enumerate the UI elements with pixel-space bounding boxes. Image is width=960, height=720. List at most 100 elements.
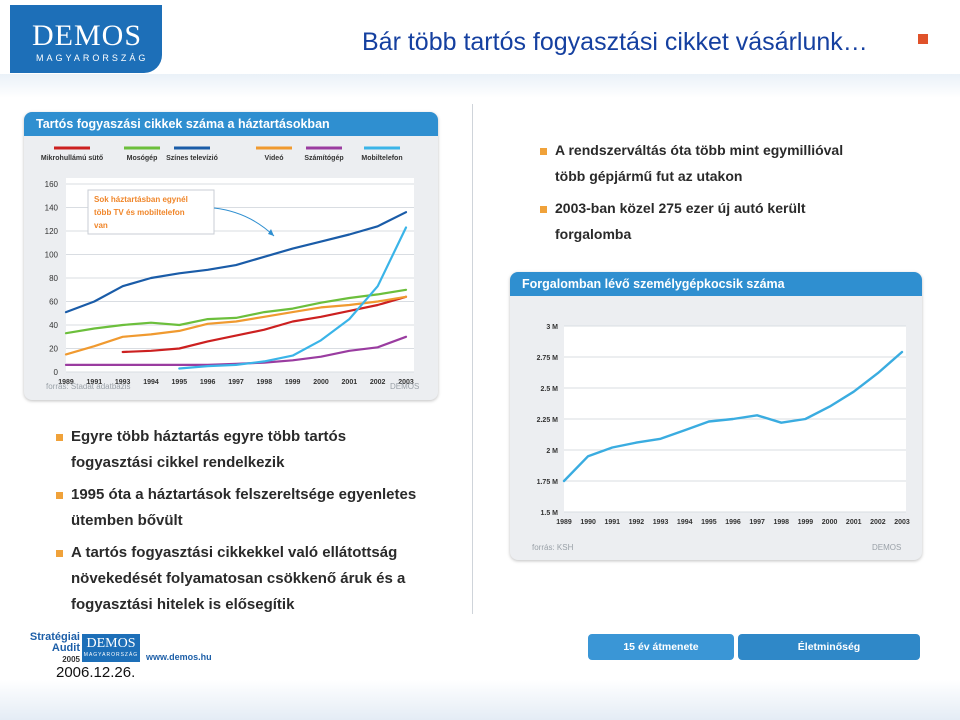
x-tick-label: 2000	[822, 519, 838, 526]
households-line-chart: 0 20 40 60 80 100 120 140 160 1989 1991 1993 1994 199…	[41, 146, 414, 386]
bullet-text: növekedését folyamatosan csökkenő áruk é…	[71, 570, 406, 587]
y-tick-label: 160	[45, 180, 59, 189]
y-tick-label: 2.75 M	[537, 355, 559, 362]
y-tick-label: 120	[45, 227, 59, 236]
cars-chart-panel: Forgalomban lévő személygépkocsik száma …	[510, 272, 922, 560]
bullet-line: Egyre több háztartás egyre több tartós	[56, 424, 456, 450]
bullet-text: 2003-ban közel 275 ezer új autó került	[555, 200, 806, 216]
bullet-square-icon	[56, 433, 63, 441]
bullet-line: fogyasztási cikkel rendelkezik	[56, 450, 456, 476]
annotation-box	[87, 189, 215, 235]
legend-label: Számítógép	[304, 155, 343, 162]
y-tick-label: 60	[49, 298, 58, 307]
y-tick-label: 1.5 M	[540, 510, 558, 517]
annotation-text: van	[94, 221, 108, 230]
x-tick-label: 1997	[749, 519, 765, 526]
bullet-item: A rendszerváltás óta több mint egymillió…	[540, 137, 920, 189]
x-tick-label: 1990	[580, 519, 596, 526]
bullet-item: 1995 óta a háztartások felszereltsége eg…	[56, 482, 456, 534]
annotation-text: Sok háztartásban egynél	[94, 195, 188, 204]
x-tick-label: 2002	[370, 379, 386, 386]
x-tick-label: 1996	[725, 519, 741, 526]
bullet-item: 2003-ban közel 275 ezer új autó került fo…	[540, 195, 920, 247]
footer-logo-main: DEMOS	[86, 636, 136, 651]
nav-button-transition[interactable]: 15 év átmenete	[588, 634, 734, 660]
households-chart-panel: Tartós fogyaszási cikkek száma a háztart…	[24, 112, 438, 400]
bullet-line: 1995 óta a háztartások felszereltsége eg…	[56, 482, 456, 508]
annotation-text: több TV és mobiltelefon	[94, 208, 185, 217]
legend-label: Mikrohullámú sütő	[41, 155, 103, 162]
series-line	[64, 288, 408, 335]
bullet-text: ütemben bővült	[71, 512, 183, 529]
x-tick-label: 1994	[143, 379, 159, 386]
right-brand: DEMOS	[872, 543, 902, 552]
bullet-line: A tartós fogyasztási cikkekkel való ellá…	[56, 540, 456, 566]
cars-line-chart: 1.5 M 1.75 M 2 M 2.25 M 2.5 M 2.75 M 3 M 1989 19…	[537, 324, 910, 526]
bullet-text: több gépjármű fut az utakon	[555, 168, 743, 184]
x-tick-label: 1989	[58, 379, 74, 386]
y-tick-label: 3 M	[546, 324, 558, 331]
bullet-line: A rendszerváltás óta több mint egymillió…	[540, 137, 920, 163]
series-line	[178, 226, 408, 370]
right-source: forrás: KSH	[532, 543, 574, 552]
x-tick-label: 1994	[677, 519, 693, 526]
arrow-head-icon	[268, 229, 274, 236]
bullet-text: fogyasztási cikkel rendelkezik	[71, 454, 285, 471]
bullet-item: A tartós fogyasztási cikkekkel való ellá…	[56, 540, 456, 618]
x-tick-label: 2000	[313, 379, 329, 386]
x-tick-label: 1989	[556, 519, 572, 526]
bullet-text: forgalomba	[555, 226, 632, 242]
logo-sub: MAGYARORSZÁG	[36, 53, 149, 63]
y-tick-label: 40	[49, 321, 58, 330]
footer-logo-sub: MAGYARORSZÁG	[83, 652, 139, 658]
annotation-arrow	[213, 207, 275, 237]
x-tick-label: 1995	[172, 379, 188, 386]
bullet-square-icon	[56, 491, 63, 499]
legend-label: Mosógép	[127, 155, 158, 162]
x-tick-label: 2002	[870, 519, 886, 526]
x-tick-label: 1993	[653, 519, 669, 526]
audit-line1: Stratégiai	[29, 631, 80, 643]
nav-button-quality-of-life[interactable]: Életminőség	[738, 634, 920, 660]
x-tick-label: 1998	[773, 519, 789, 526]
bullet-line: forgalomba	[540, 221, 920, 247]
y-tick-label: 2.25 M	[537, 417, 559, 424]
x-tick-label: 1999	[285, 379, 301, 386]
footer-url[interactable]: www.demos.hu	[146, 652, 212, 662]
y-tick-label: 0	[54, 368, 59, 377]
right-panel-title: Forgalomban lévő személygépkocsik száma	[510, 272, 922, 296]
bullet-line: több gépjármű fut az utakon	[540, 163, 920, 189]
y-tick-label: 20	[49, 345, 58, 354]
x-tick-label: 1996	[200, 379, 216, 386]
legend-label: Mobiltelefon	[361, 155, 402, 162]
bullet-item: Egyre több háztartás egyre több tartós fo…	[56, 424, 456, 476]
bullet-text: 1995 óta a háztartások felszereltsége eg…	[71, 486, 417, 503]
footer-date: 2006.12.26.	[56, 664, 136, 681]
y-tick-label: 100	[45, 251, 59, 260]
y-tick-label: 140	[45, 204, 59, 213]
bullet-text: A rendszerváltás óta több mint egymillió…	[555, 142, 844, 158]
x-tick-label: 1992	[629, 519, 645, 526]
x-tick-label: 2001	[342, 379, 358, 386]
series-line	[64, 295, 408, 356]
x-tick-label: 1995	[701, 519, 717, 526]
bullet-line: 2003-ban közel 275 ezer új autó került	[540, 195, 920, 221]
bullet-square-icon	[540, 205, 547, 213]
bullet-text: A tartós fogyasztási cikkekkel való ellá…	[71, 544, 398, 561]
bullet-line: fogyasztási hitelek is elősegítik	[56, 592, 456, 618]
left-panel-title: Tartós fogyaszási cikkek száma a háztart…	[24, 112, 438, 136]
x-tick-label: 1997	[228, 379, 244, 386]
footer-band	[0, 680, 960, 720]
left-source: forrás: Stadat adatbázis	[46, 382, 131, 391]
demos-logo: DEMOS MAGYARORSZÁG	[10, 5, 162, 73]
bullet-line: növekedését folyamatosan csökkenő áruk é…	[56, 566, 456, 592]
x-tick-label: 2003	[894, 519, 910, 526]
column-divider	[472, 104, 473, 614]
x-tick-label: 1991	[604, 519, 620, 526]
logo-main: DEMOS	[32, 19, 143, 52]
x-tick-label: 1998	[257, 379, 273, 386]
legend-label: Színes televízió	[166, 155, 218, 162]
bullet-line: ütemben bővült	[56, 508, 456, 534]
audit-badge: Stratégiai Audit 2005	[20, 632, 80, 665]
left-bullets: Egyre több háztartás egyre több tartós fo…	[56, 424, 456, 624]
